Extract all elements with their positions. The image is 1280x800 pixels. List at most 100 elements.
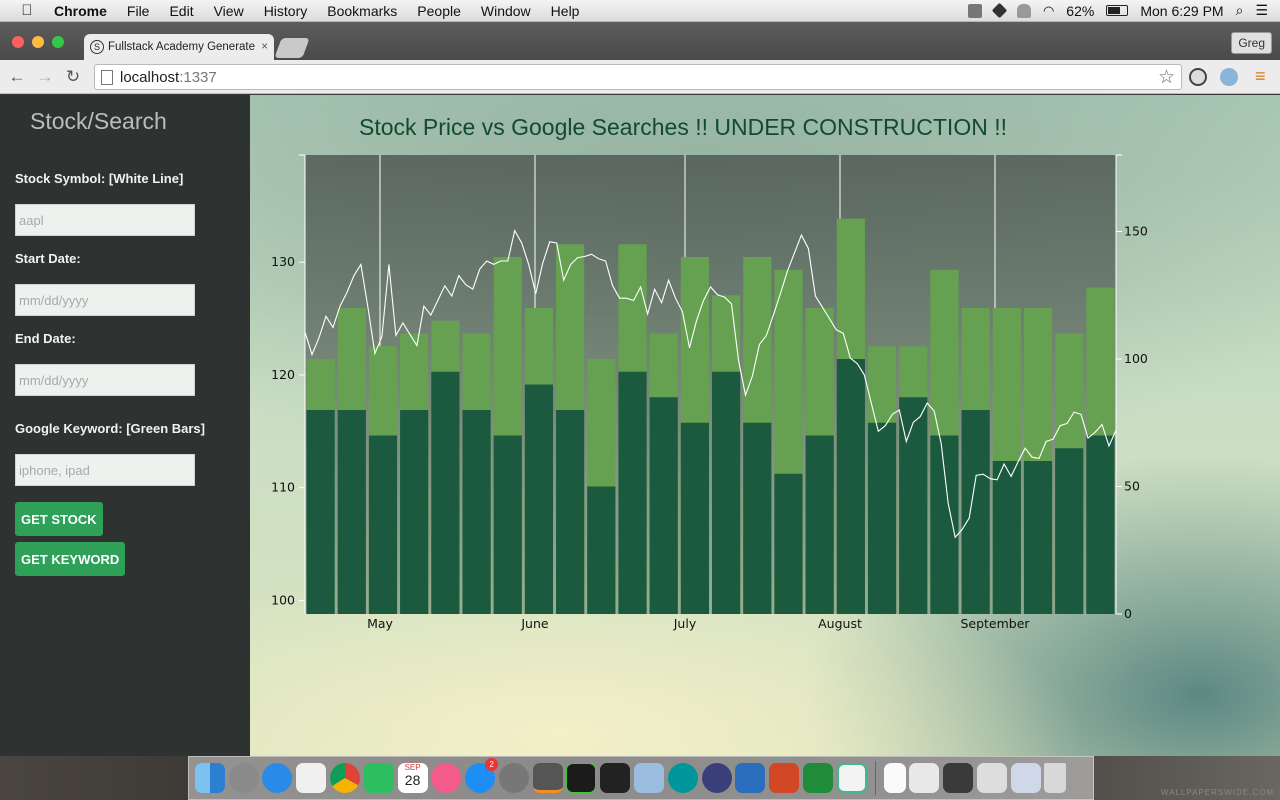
arduino-icon[interactable] <box>667 763 698 793</box>
search-bar-base <box>1023 461 1053 614</box>
chrome-file-icon[interactable] <box>976 763 1007 793</box>
itunes-icon[interactable] <box>431 763 462 793</box>
menu-help[interactable]: Help <box>550 2 580 19</box>
slack-icon[interactable] <box>836 763 867 793</box>
tab-close-icon[interactable]: × <box>261 41 268 53</box>
powerpoint-icon[interactable] <box>769 763 800 793</box>
calendar-month: SEP <box>404 763 421 772</box>
spotlight-search-icon[interactable]: ⌕ <box>1235 2 1244 18</box>
search-bar-base <box>1055 448 1084 614</box>
get-keyword-button[interactable]: GET KEYWORD <box>15 542 126 576</box>
stock-symbol-label: Stock Symbol: [White Line] <box>15 171 184 186</box>
zoom-window-icon[interactable] <box>52 36 64 48</box>
search-bar-base <box>649 397 678 614</box>
document-icon[interactable] <box>883 763 906 793</box>
search-bar-base <box>743 422 772 614</box>
mac-menu-bar:  Chrome File Edit View History Bookmark… <box>0 0 1280 22</box>
search-bar-base <box>1086 435 1115 614</box>
search-bar-base <box>867 422 897 614</box>
end-date-input[interactable] <box>15 364 195 396</box>
y-right-tick-label: 0 <box>1124 606 1132 621</box>
url-port: :1337 <box>179 68 217 86</box>
y-left-tick-label: 120 <box>271 367 295 382</box>
y-right-tick-label: 150 <box>1124 224 1148 239</box>
x-tick-label: August <box>818 616 862 631</box>
get-stock-button[interactable]: GET STOCK <box>15 502 103 536</box>
menu-app-name[interactable]: Chrome <box>54 2 107 19</box>
notification-center-icon[interactable]: ☰ <box>1255 2 1268 18</box>
apple-menu-icon[interactable]:  <box>0 2 54 19</box>
page-icon <box>101 69 113 85</box>
preview-icon[interactable] <box>634 763 665 793</box>
bookmark-star-icon[interactable]: ☆ <box>1157 66 1175 88</box>
search-bar-base <box>836 359 865 614</box>
google-keyword-label: Google Keyword: [Green Bars] <box>15 421 205 436</box>
brand-title: Stock/Search <box>30 108 167 134</box>
start-date-input[interactable] <box>15 284 195 316</box>
search-bar-base <box>992 461 1021 614</box>
battery-percent[interactable]: 62% <box>1066 2 1095 19</box>
terminal-icon[interactable] <box>600 763 631 793</box>
battery-icon[interactable] <box>1106 5 1129 16</box>
search-bar-base <box>431 371 460 614</box>
stock-symbol-input[interactable] <box>15 204 195 236</box>
menu-window[interactable]: Window <box>480 2 531 19</box>
launchpad-icon[interactable] <box>228 763 259 793</box>
excel-icon[interactable] <box>802 763 833 793</box>
trash-icon[interactable] <box>1044 763 1067 793</box>
photos-grid-icon[interactable] <box>296 763 327 793</box>
address-bar[interactable]: localhost:1337 ☆ <box>94 64 1182 90</box>
calendar-date: 28 <box>404 772 421 788</box>
safari-icon[interactable] <box>262 763 293 793</box>
calendar-icon[interactable]: SEP 28 <box>397 763 428 793</box>
reload-icon[interactable]: ↻ <box>65 67 81 86</box>
finder-icon[interactable] <box>194 763 225 793</box>
menu-edit[interactable]: Edit <box>169 2 194 19</box>
downloads-folder-icon[interactable] <box>1010 763 1041 793</box>
profile-button[interactable]: Greg <box>1231 32 1272 54</box>
chrome-icon[interactable] <box>330 763 361 793</box>
new-tab-button[interactable] <box>274 38 310 58</box>
google-keyword-input[interactable] <box>15 454 195 486</box>
notification-bell-icon[interactable] <box>1016 3 1031 18</box>
dock-separator <box>874 761 876 795</box>
sidebar: Stock/Search Stock Symbol: [White Line] … <box>0 95 250 756</box>
chart-title: Stock Price vs Google Searches !! UNDER … <box>359 114 1007 140</box>
menu-view[interactable]: View <box>213 2 244 19</box>
menu-clock[interactable]: Mon 6:29 PM <box>1140 2 1224 19</box>
x-tick-label: June <box>520 616 549 631</box>
bag-icon[interactable] <box>967 3 982 18</box>
wifi-icon[interactable]: ◠ <box>1042 2 1055 18</box>
excel-file-icon[interactable] <box>909 763 940 793</box>
back-arrow-icon[interactable]: ← <box>8 67 26 86</box>
menu-people[interactable]: People <box>417 2 461 19</box>
cyberduck-icon[interactable] <box>701 763 732 793</box>
terminal-green-icon[interactable] <box>566 763 597 793</box>
chrome-menu-icon[interactable]: ≡ <box>1255 66 1266 86</box>
app-store-badge: 2 <box>485 758 499 771</box>
x-tick-label: May <box>367 616 393 631</box>
screenshot-file-icon[interactable] <box>943 763 974 793</box>
y-right-tick-label: 50 <box>1124 479 1140 494</box>
browser-toolbar: ← → ↻ localhost:1337 ☆ ≡ <box>0 60 1280 94</box>
search-bar-base <box>930 435 959 614</box>
menu-bookmarks[interactable]: Bookmarks <box>327 2 398 19</box>
wallpaper-watermark: WALLPAPERSWIDE.COM <box>1160 788 1274 797</box>
forward-arrow-icon[interactable]: → <box>36 67 54 86</box>
system-preferences-icon[interactable] <box>498 763 529 793</box>
minimize-window-icon[interactable] <box>32 36 44 48</box>
extension-sync-icon[interactable] <box>1189 68 1207 86</box>
stock-price-line <box>304 229 1117 539</box>
favicon-icon: S <box>90 40 104 54</box>
app-store-icon[interactable]: 2 <box>465 758 499 793</box>
search-bar-base <box>618 371 647 614</box>
menu-history[interactable]: History <box>263 2 308 19</box>
extension-search-icon[interactable] <box>1220 68 1238 86</box>
sublime-text-icon[interactable] <box>532 763 563 793</box>
browser-tab[interactable]: S Fullstack Academy Generate × <box>84 34 274 60</box>
menu-file[interactable]: File <box>126 2 150 19</box>
close-window-icon[interactable] <box>12 36 24 48</box>
dropbox-icon[interactable] <box>991 2 1008 19</box>
word-icon[interactable] <box>735 763 766 793</box>
evernote-icon[interactable] <box>363 763 394 793</box>
